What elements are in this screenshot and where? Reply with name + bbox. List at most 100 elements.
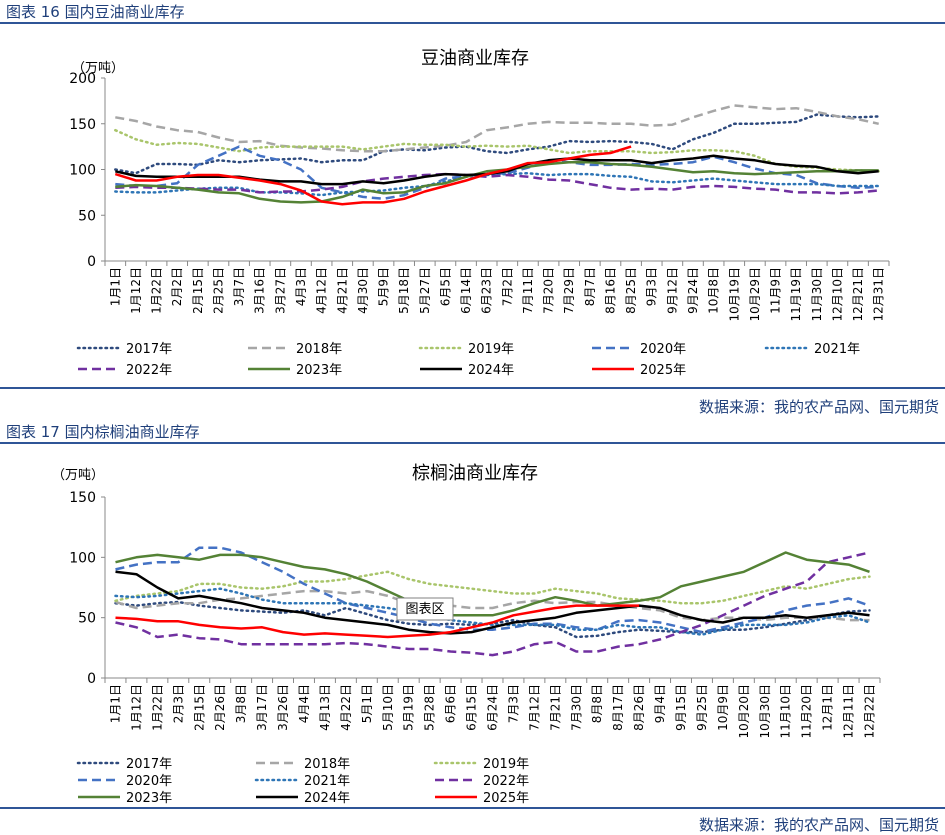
series-line-2019年 [114, 570, 871, 605]
x-tick-label: 7月20日 [542, 267, 556, 314]
x-tick-label: 4月30日 [356, 267, 370, 314]
x-tick-label: 4月21日 [335, 267, 349, 314]
x-tick-label: 3月26日 [276, 684, 290, 731]
series-line-2025年 [115, 604, 640, 639]
x-tick-label: 9月15日 [674, 684, 688, 731]
x-tick-label: 12月22日 [863, 684, 877, 739]
x-tick-label: 10月19日 [727, 267, 741, 322]
x-tick-label: 3月16日 [253, 267, 267, 314]
x-tick-label: 2月15日 [192, 684, 206, 731]
x-tick-label: 10月8日 [707, 267, 721, 314]
x-tick-label: 6月23日 [480, 267, 494, 314]
series-line-2019年 [114, 128, 880, 173]
y-axis-unit-label: （万吨） [52, 468, 104, 483]
x-tick-label: 8月7日 [583, 267, 597, 306]
legend-label: 2025年 [483, 791, 529, 806]
tooltip-text: 图表区 [405, 602, 444, 617]
x-tick-label: 8月25日 [624, 267, 638, 314]
x-tick-label: 2月26日 [213, 684, 227, 731]
x-tick-label: 12月11日 [842, 684, 856, 739]
series-line-2023年 [115, 160, 879, 204]
x-tick-label: 6月6日 [444, 684, 458, 723]
x-tick-label: 12月31日 [872, 267, 886, 322]
x-tick-label: 6月14日 [459, 267, 473, 314]
x-tick-label: 1月1日 [108, 267, 122, 306]
x-tick-label: 11月30日 [810, 267, 824, 322]
x-tick-label: 3月27日 [273, 267, 287, 314]
x-tick-label: 1月22日 [150, 684, 164, 731]
x-tick-label: 1月12日 [129, 267, 143, 314]
x-tick-label: 6月5日 [438, 267, 452, 306]
legend-label: 2021年 [304, 774, 350, 789]
x-tick-label: 11月9日 [769, 267, 783, 314]
series-line-2017年 [114, 113, 880, 175]
legend-label: 2018年 [304, 757, 350, 772]
x-tick-label: 5月27日 [418, 267, 432, 314]
x-tick-label: 1月12日 [129, 684, 143, 731]
y-tick-label: 100 [69, 163, 96, 179]
soybean-oil-inventory-chart: 豆油商业库存 （万吨） 0 50 100 150 200 1月1日 1月12日 1月22日 2月… [69, 48, 890, 378]
legend-label: 2017年 [126, 342, 172, 357]
y-tick-label: 50 [78, 611, 96, 627]
x-tick-label: 12月21日 [851, 267, 865, 322]
legend-label: 2025年 [640, 363, 686, 378]
y-tick-label: 0 [87, 254, 96, 270]
x-tick-label: 5月28日 [423, 684, 437, 731]
legend-label: 2020年 [640, 342, 686, 357]
x-tick-label: 4月13日 [318, 684, 332, 731]
legend-label: 2024年 [468, 363, 514, 378]
series-line-2022年 [115, 551, 870, 657]
series-line-2021年 [114, 171, 880, 197]
x-tick-label: 2月25日 [211, 267, 225, 314]
x-tick-label: 7月11日 [521, 267, 535, 314]
y-tick-label: 200 [69, 71, 96, 87]
y-tick-label: 0 [87, 671, 96, 687]
figure-17-header: 图表 17 国内棕榈油商业库存 [0, 420, 945, 444]
legend-label: 2023年 [296, 363, 342, 378]
series-line-2025年 [114, 145, 632, 206]
x-tick-label: 11月19日 [789, 267, 803, 322]
x-tick-label: 5月18日 [397, 267, 411, 314]
x-tick-label: 4月22日 [339, 684, 353, 731]
x-tick-label: 3月8日 [234, 684, 248, 723]
x-tick-label: 4月4日 [297, 684, 311, 723]
x-tick-label: 2月2日 [170, 267, 184, 306]
x-tick-label: 5月9日 [377, 267, 391, 306]
palm-oil-inventory-chart: 棕榈油商业库存 （万吨） 0 50 100 150 1月1日 1月12日 1月22日 2月3日… [52, 463, 881, 806]
x-tick-label: 9月3日 [645, 267, 659, 306]
x-tick-label: 6月24日 [486, 684, 500, 731]
y-tick-label: 100 [69, 550, 96, 566]
x-tick-label: 12月1日 [821, 684, 835, 731]
legend-label: 2023年 [126, 791, 172, 806]
figure-16-caption: 图表 16 国内豆油商业库存 [6, 3, 185, 21]
x-tick-label: 3月17日 [255, 684, 269, 731]
figure-17-source-rule [0, 807, 945, 809]
legend-label: 2021年 [814, 342, 860, 357]
series-line-2023年 [115, 551, 870, 617]
x-tick-label: 3月7日 [232, 267, 246, 306]
x-tick-label: 5月1日 [360, 684, 374, 723]
chart-area-tooltip: 图表区 [396, 597, 454, 621]
figure-17-source: 数据来源：我的农产品网、国元期货 [698, 816, 939, 834]
legend-label: 2018年 [296, 342, 342, 357]
chart-title: 棕榈油商业库存 [412, 463, 538, 484]
y-tick-label: 150 [69, 117, 96, 133]
x-tick-label: 11月20日 [800, 684, 814, 739]
y-axis-unit-label: （万吨） [72, 61, 124, 76]
x-tick-label: 2月15日 [191, 267, 205, 314]
legend-label: 2022年 [126, 363, 172, 378]
x-tick-label: 8月8日 [590, 684, 604, 723]
x-tick-label: 1月1日 [108, 684, 122, 723]
chart-title: 豆油商业库存 [421, 48, 529, 69]
x-tick-label: 6月15日 [465, 684, 479, 731]
x-tick-label: 7月30日 [569, 684, 583, 731]
x-tick-label: 7月29日 [562, 267, 576, 314]
x-tick-label: 2月3日 [171, 684, 185, 723]
x-tick-label: 9月24日 [686, 267, 700, 314]
x-tick-label: 4月12日 [315, 267, 329, 314]
series-line-2021年 [114, 587, 871, 636]
x-tick-label: 7月21日 [548, 684, 562, 731]
legend-label: 2019年 [483, 757, 529, 772]
x-tick-label: 7月3日 [506, 684, 520, 723]
figure-16-header: 图表 16 国内豆油商业库存 [0, 0, 945, 24]
